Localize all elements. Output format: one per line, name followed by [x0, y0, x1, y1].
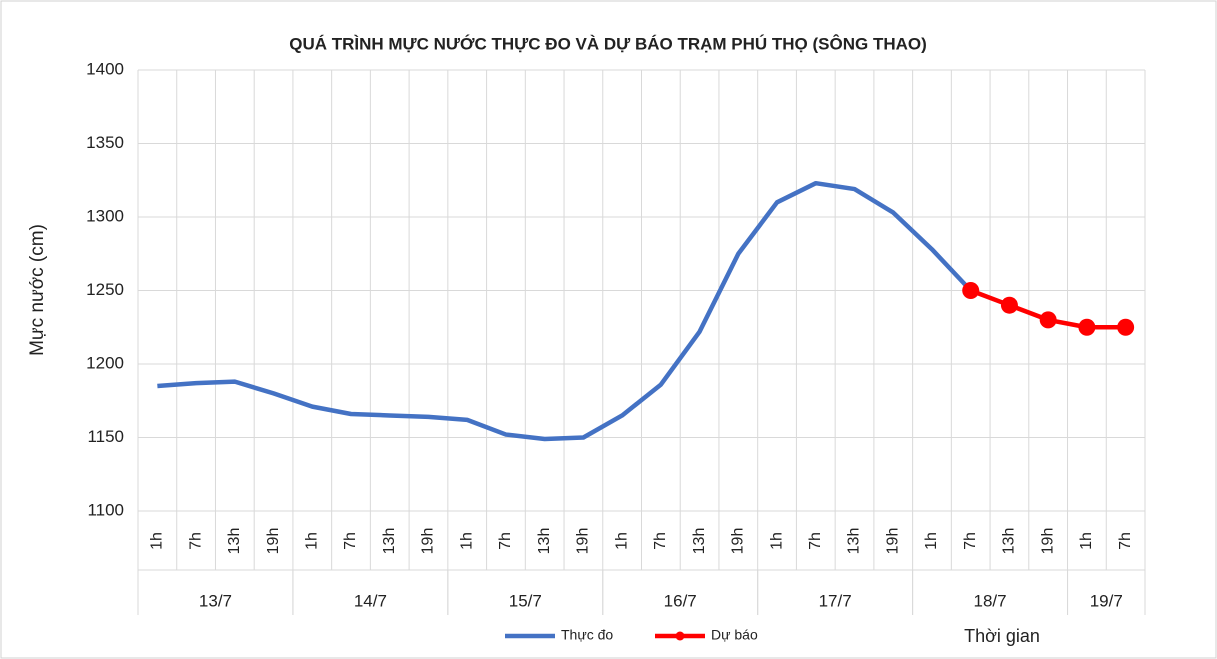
y-axis-label: Mực nước (cm) — [27, 224, 48, 356]
x-tick-label: 13h — [691, 528, 708, 555]
data-point — [1078, 318, 1096, 336]
y-tick-label: 1350 — [86, 133, 124, 152]
legend-label: Thực đo — [561, 627, 613, 643]
x-tick-label: 1h — [923, 532, 940, 550]
x-tick-label: 1h — [613, 532, 630, 550]
x-group-label: 15/7 — [509, 591, 542, 610]
x-tick-label: 7h — [497, 532, 514, 550]
data-line — [157, 180, 973, 442]
x-tick-label: 7h — [807, 532, 824, 550]
x-tick-label: 7h — [1117, 532, 1134, 550]
x-tick-label: 13h — [381, 528, 398, 555]
y-tick-label: 1100 — [87, 500, 124, 519]
y-tick-label: 1400 — [86, 59, 124, 78]
x-tick-label: 7h — [652, 532, 669, 550]
x-group-label: 14/7 — [354, 591, 387, 610]
data-point — [1117, 318, 1135, 336]
legend-marker — [675, 631, 685, 641]
x-tick-label: 1h — [304, 532, 321, 550]
x-tick-label: 13h — [1001, 528, 1018, 555]
x-axis-label: Thời gian — [964, 626, 1040, 646]
chart-title: QUÁ TRÌNH MỰC NƯỚC THỰC ĐO VÀ DỰ BÁO TRẠ… — [289, 34, 927, 53]
data-point — [962, 282, 980, 299]
x-group-label: 13/7 — [199, 591, 232, 610]
x-tick-label: 19h — [420, 528, 437, 555]
x-tick-label: 7h — [342, 532, 359, 550]
y-tick-label: 1300 — [86, 206, 124, 225]
x-tick-label: 13h — [226, 528, 243, 555]
y-tick-label: 1200 — [86, 353, 124, 372]
x-group-label: 18/7 — [974, 591, 1007, 610]
x-tick-label: 1h — [458, 532, 475, 550]
y-tick-label: 1250 — [86, 280, 124, 299]
x-tick-label: 7h — [187, 532, 204, 550]
x-tick-label: 19h — [730, 528, 747, 555]
data-point — [1000, 296, 1018, 314]
x-tick-label: 13h — [846, 528, 863, 555]
y-tick-label: 1150 — [87, 427, 124, 446]
x-group-label: 19/7 — [1090, 591, 1123, 610]
x-tick-label: 13h — [536, 528, 553, 555]
x-group-label: 16/7 — [664, 591, 697, 610]
legend-label: Dự báo — [711, 627, 758, 643]
x-tick-label: 1h — [1078, 532, 1095, 550]
x-tick-label: 1h — [768, 532, 785, 550]
x-tick-label: 19h — [265, 528, 282, 555]
x-tick-label: 7h — [962, 532, 979, 550]
x-tick-label: 19h — [1039, 528, 1056, 555]
data-point — [1039, 311, 1057, 329]
x-tick-label: 1h — [149, 532, 166, 550]
x-group-label: 17/7 — [819, 591, 852, 610]
x-tick-label: 19h — [575, 528, 592, 555]
x-tick-label: 19h — [884, 528, 901, 555]
